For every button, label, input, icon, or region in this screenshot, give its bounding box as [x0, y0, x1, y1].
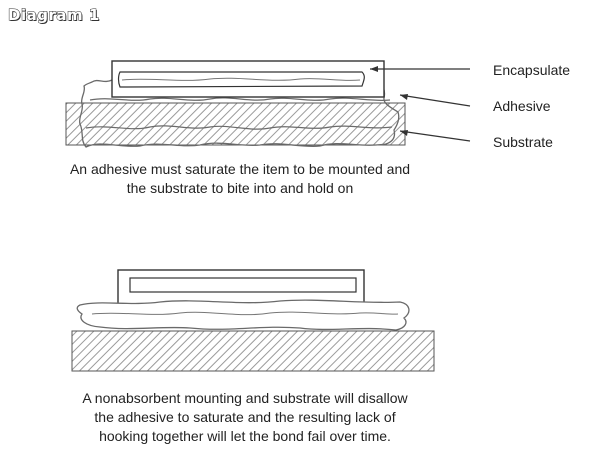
bottom-substrate-block	[71, 330, 435, 372]
top-caption: An adhesive must saturate the item to be…	[40, 160, 440, 198]
bottom-caption-line-1: A nonabsorbent mounting and substrate wi…	[82, 390, 408, 406]
bottom-diagram	[71, 269, 435, 372]
encapsulate-label: Encapsulate	[493, 62, 571, 78]
top-caption-line-2: the substrate to bite into and hold on	[126, 180, 354, 196]
bottom-encapsulate-inner	[129, 277, 357, 293]
top-adhesive-layer	[78, 78, 400, 148]
substrate-leader	[399, 130, 471, 142]
bottom-caption-line-3: hooking together will let the bond fail …	[99, 428, 391, 444]
bottom-caption-line-2: the adhesive to saturate and the resulti…	[94, 409, 396, 425]
adhesive-leader	[399, 94, 471, 107]
diagram-title: Diagram 1	[8, 6, 100, 25]
adhesive-label: Adhesive	[493, 98, 551, 114]
substrate-label: Substrate	[493, 134, 553, 150]
top-diagram	[65, 60, 471, 148]
top-adhesive-inner-line-lower	[85, 125, 393, 130]
bottom-adhesive-layer	[76, 299, 410, 331]
top-encapsulate-inner	[117, 71, 365, 88]
top-caption-line-1: An adhesive must saturate the item to be…	[69, 161, 411, 177]
top-adhesive-inner-line	[89, 97, 391, 102]
top-substrate-block	[65, 102, 406, 146]
bottom-caption: A nonabsorbent mounting and substrate wi…	[50, 389, 440, 446]
